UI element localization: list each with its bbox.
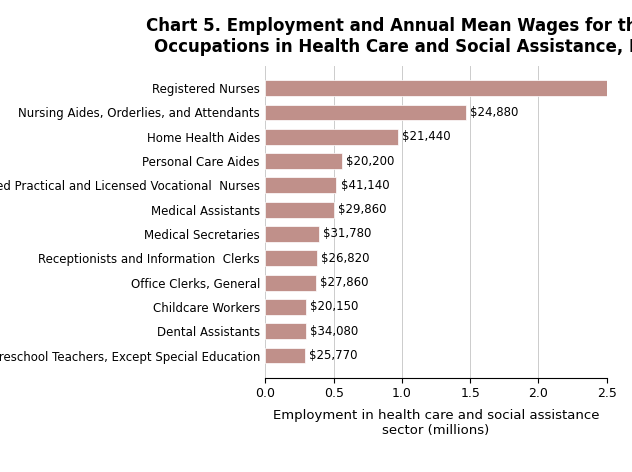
Text: $25,770: $25,770 (309, 349, 358, 362)
Bar (265, 80, 632, 96)
Bar (265, 202, 334, 218)
Bar (265, 348, 305, 363)
Bar (265, 251, 317, 266)
Text: $24,880: $24,880 (470, 106, 519, 119)
Text: $29,860: $29,860 (337, 203, 386, 216)
Bar (265, 299, 307, 315)
Bar (265, 105, 466, 120)
Text: $20,200: $20,200 (346, 154, 394, 168)
Text: $27,860: $27,860 (320, 276, 368, 289)
Text: $41,140: $41,140 (341, 179, 389, 192)
Bar (265, 323, 307, 339)
Text: $26,820: $26,820 (322, 252, 370, 265)
Text: $34,080: $34,080 (310, 325, 359, 338)
Text: $31,780: $31,780 (323, 228, 371, 241)
Bar (265, 275, 316, 290)
Text: $21,440: $21,440 (402, 130, 451, 143)
Title: Chart 5. Employment and Annual Mean Wages for the Largest
Occupations in Health : Chart 5. Employment and Annual Mean Wage… (146, 17, 632, 56)
Text: $20,150: $20,150 (310, 300, 359, 313)
X-axis label: Employment in health care and social assistance
sector (millions): Employment in health care and social ass… (273, 409, 599, 437)
Bar (265, 226, 319, 242)
Bar (265, 153, 342, 169)
Bar (265, 177, 336, 193)
Bar (265, 129, 398, 144)
